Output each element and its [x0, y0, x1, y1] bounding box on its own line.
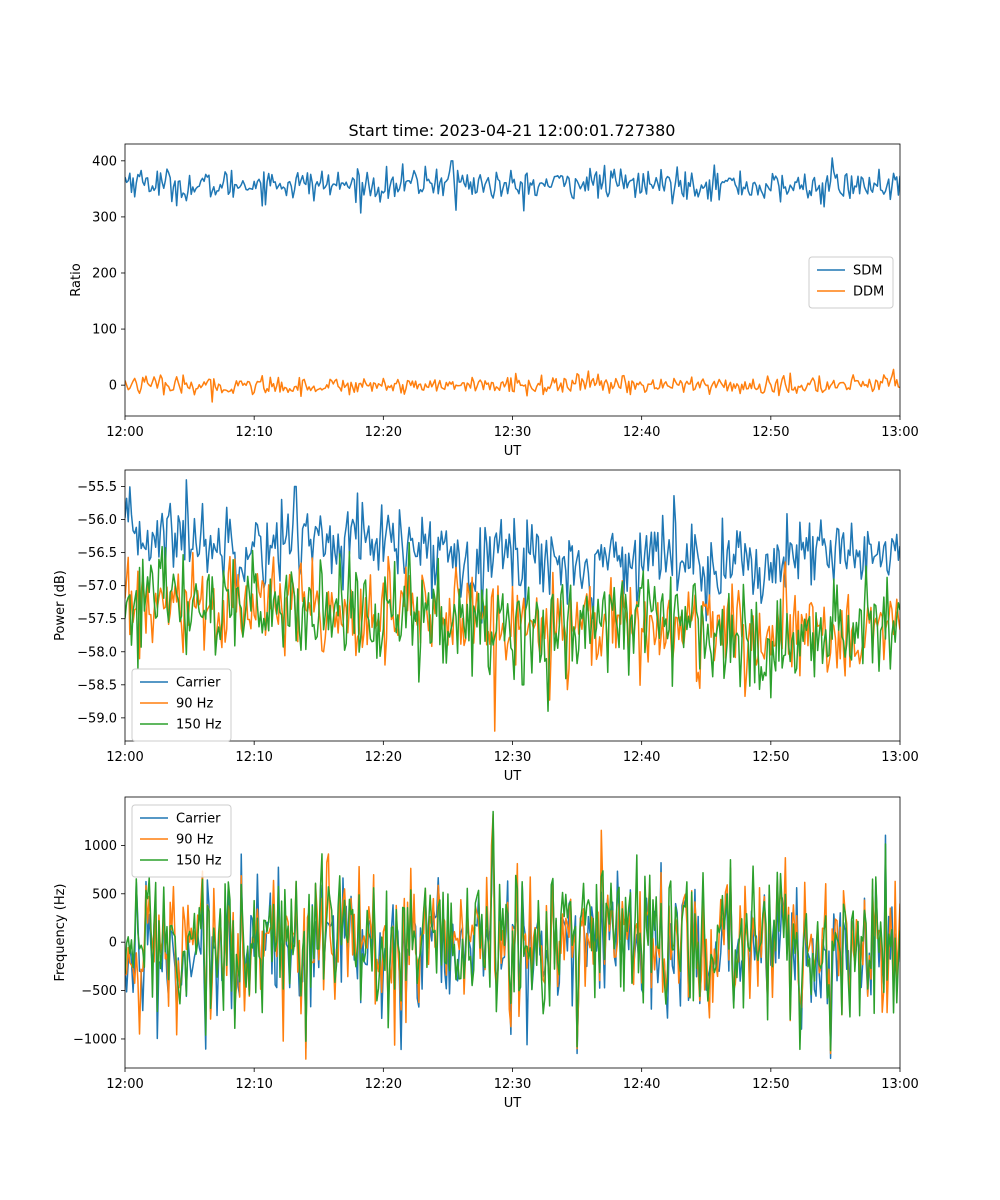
x-tick-label: 12:50	[752, 750, 789, 765]
legend-label: DDM	[853, 285, 884, 300]
legend-label: 150 Hz	[176, 854, 222, 869]
x-tick-label: 12:30	[494, 750, 531, 765]
y-axis-label: Ratio	[69, 263, 84, 296]
x-tick-label: 12:20	[365, 750, 402, 765]
legend-label: Carrier	[176, 812, 221, 827]
x-tick-label: 13:00	[881, 750, 918, 765]
legend-label: 150 Hz	[176, 718, 222, 733]
x-axis-label: UT	[504, 769, 522, 784]
x-axis-label: UT	[504, 444, 522, 459]
legend-label: Carrier	[176, 676, 221, 691]
series-line-150-hz	[125, 541, 900, 713]
x-tick-label: 12:30	[494, 1077, 531, 1092]
x-tick-label: 12:50	[752, 1077, 789, 1092]
y-tick-label: −58.0	[77, 645, 117, 660]
y-tick-label: 1000	[84, 839, 117, 854]
legend: SDM DDM	[808, 256, 894, 309]
subplot-1: 12:00 12:10 12:20 12:30 12:40 12:50 13:00 0 100 2…	[69, 143, 919, 459]
x-tick-label: 12:20	[365, 425, 402, 440]
y-tick-label: −500	[81, 984, 117, 999]
legend-box	[131, 804, 232, 878]
legend-box	[131, 668, 232, 742]
legend-label: 90 Hz	[176, 833, 213, 848]
y-tick-label: −57.0	[77, 579, 117, 594]
legend-label: 90 Hz	[176, 697, 213, 712]
y-tick-label: −59.0	[77, 711, 117, 726]
y-tick-label: 0	[109, 936, 117, 951]
y-tick-label: 200	[92, 266, 117, 281]
x-axis-label: UT	[504, 1096, 522, 1111]
x-tick-label: 12:40	[623, 1077, 660, 1092]
x-tick-label: 12:10	[235, 1077, 272, 1092]
y-tick-label: −58.5	[77, 678, 117, 693]
series-line-ddm	[125, 368, 900, 403]
y-tick-label: −56.5	[77, 546, 117, 561]
x-tick-label: 12:00	[106, 425, 143, 440]
x-tick-label: 12:50	[752, 425, 789, 440]
series-line-90-hz	[125, 551, 900, 732]
x-tick-label: 12:20	[365, 1077, 402, 1092]
series-group	[125, 810, 900, 1060]
x-tick-label: 12:10	[235, 750, 272, 765]
y-tick-label: 500	[92, 887, 117, 902]
subplots: 12:00 12:10 12:20 12:30 12:40 12:50 13:00 0 100 2…	[53, 143, 919, 1111]
x-tick-label: 12:40	[623, 750, 660, 765]
x-tick-label: 12:00	[106, 1077, 143, 1092]
subplot-3: 12:00 12:10 12:20 12:30 12:40 12:50 13:00 1000 5…	[53, 796, 919, 1111]
y-tick-label: −57.5	[77, 612, 117, 627]
y-tick-label: 0	[109, 379, 117, 394]
x-tick-label: 12:40	[623, 425, 660, 440]
x-tick-label: 12:30	[494, 425, 531, 440]
legend: Carrier 90 Hz 150 Hz	[131, 668, 232, 742]
series-line-150-hz	[125, 810, 900, 1052]
subplot-2: 12:00 12:10 12:20 12:30 12:40 12:50 13:00 −55.5…	[53, 469, 919, 784]
y-tick-label: 100	[92, 323, 117, 338]
y-tick-label: 300	[92, 210, 117, 225]
y-axis-label: Frequency (Hz)	[53, 883, 68, 981]
x-tick-label: 12:10	[235, 425, 272, 440]
x-tick-label: 13:00	[881, 425, 918, 440]
x-tick-label: 12:00	[106, 750, 143, 765]
series-line-carrier	[125, 817, 900, 1060]
chart-title: Start time: 2023-04-21 12:00:01.727380	[349, 121, 676, 140]
series-group	[125, 157, 900, 403]
legend: Carrier 90 Hz 150 Hz	[131, 804, 232, 878]
y-tick-label: −56.0	[77, 513, 117, 528]
y-tick-label: −55.5	[77, 480, 117, 495]
series-group	[125, 479, 900, 732]
x-tick-label: 13:00	[881, 1077, 918, 1092]
y-axis-label: Power (dB)	[53, 570, 68, 641]
y-tick-label: 400	[92, 154, 117, 169]
legend-label: SDM	[853, 264, 882, 279]
y-tick-label: −1000	[73, 1032, 117, 1047]
series-line-sdm	[125, 157, 900, 214]
